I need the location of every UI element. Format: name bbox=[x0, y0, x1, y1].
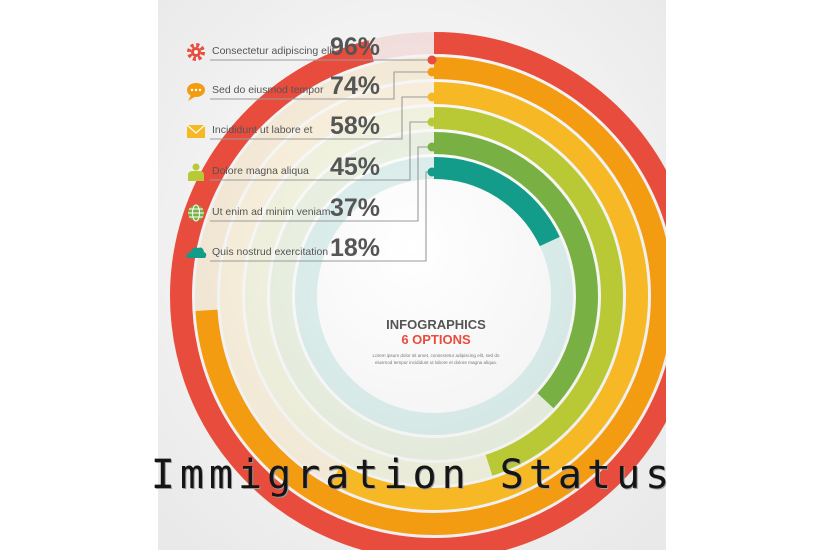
center-title: INFOGRAPHICS bbox=[386, 317, 486, 332]
item-label-1: Consectetur adipiscing elit bbox=[212, 45, 335, 57]
item-label-3: Incididunt ut labore et bbox=[212, 124, 312, 136]
envelope-icon bbox=[186, 124, 206, 138]
cloud-icon bbox=[186, 247, 207, 258]
leader-dot-4 bbox=[427, 117, 437, 127]
speech-bubble-icon bbox=[187, 83, 205, 101]
item-value-5: 37% bbox=[330, 194, 380, 222]
item-label-2: Sed do eiusmod tempor bbox=[212, 84, 324, 96]
leader-dot-2 bbox=[427, 67, 437, 77]
center-description-line: Lorem ipsum dolor sit amet, consectetur … bbox=[373, 353, 500, 358]
leader-line-2 bbox=[210, 71, 432, 100]
leader-dot-6 bbox=[427, 167, 437, 177]
leader-dot-5 bbox=[427, 142, 437, 152]
item-label-6: Quis nostrud exercitation bbox=[212, 246, 328, 258]
caption-title: Immigration Status bbox=[150, 452, 675, 498]
item-value-4: 45% bbox=[330, 153, 380, 181]
gear-icon bbox=[187, 43, 205, 61]
item-label-5: Ut enim ad minim veniam bbox=[212, 206, 331, 218]
ring-arc-6 bbox=[433, 157, 560, 247]
leader-line-5 bbox=[210, 146, 432, 222]
ring-arc-4 bbox=[433, 107, 623, 476]
center-subtitle: 6 OPTIONS bbox=[401, 332, 471, 347]
center-description-line: eiusmod tempor incididunt ut labore et d… bbox=[375, 360, 497, 365]
leader-dot-3 bbox=[427, 92, 437, 102]
ring-arc-2 bbox=[195, 57, 666, 535]
leader-dot-1 bbox=[427, 55, 437, 65]
item-value-1: 96% bbox=[330, 33, 380, 61]
item-value-6: 18% bbox=[330, 234, 380, 262]
item-label-4: Dolore magna aliqua bbox=[212, 165, 309, 177]
ring-arc-5 bbox=[433, 132, 598, 409]
leader-line-3 bbox=[210, 96, 432, 140]
ring-arc-3 bbox=[330, 82, 648, 510]
item-value-2: 74% bbox=[330, 72, 380, 100]
globe-icon bbox=[188, 204, 204, 222]
leader-line-4 bbox=[210, 121, 432, 181]
person-icon bbox=[188, 163, 204, 181]
infographic-panel: Consectetur adipiscing elit 96% Sed do eiu… bbox=[158, 0, 666, 550]
item-value-3: 58% bbox=[330, 112, 380, 140]
